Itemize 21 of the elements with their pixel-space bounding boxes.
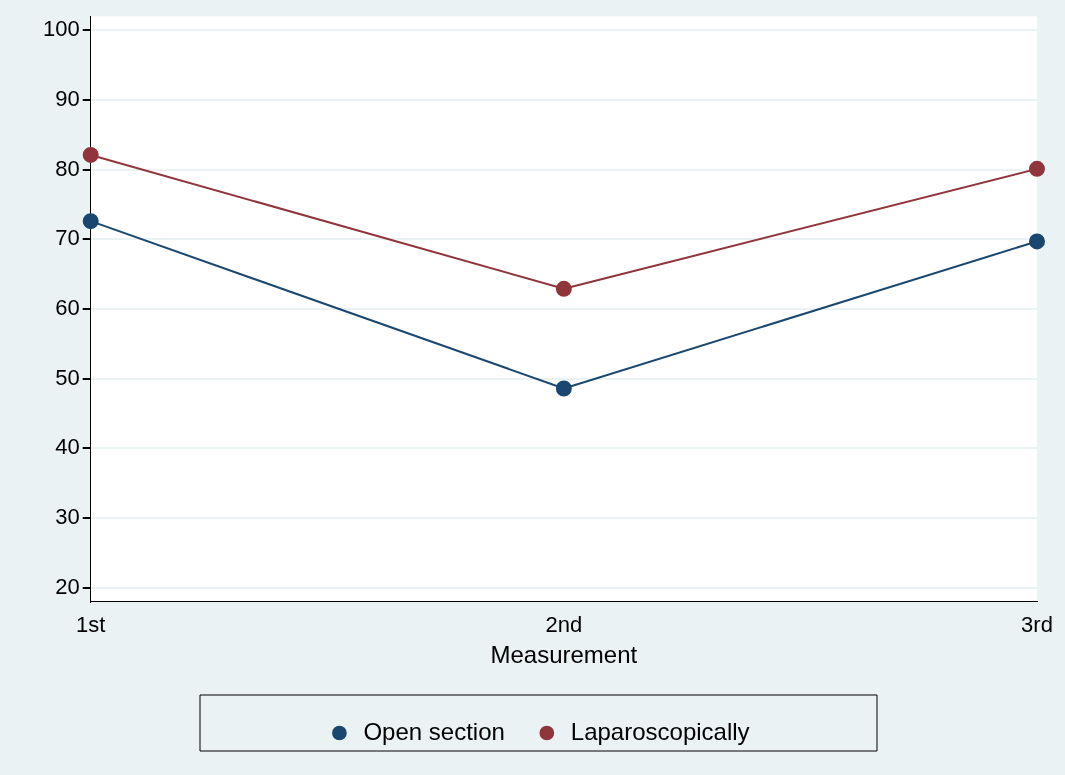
y-tick-label: 80 (55, 155, 80, 181)
y-tick-label: 90 (55, 85, 80, 111)
x-tick-label: 2nd (545, 612, 583, 638)
x-tick-label: 3rd (1021, 612, 1053, 638)
y-tick-label: 50 (55, 364, 80, 390)
y-tick-label: 70 (55, 225, 80, 251)
x-axis-title: Measurement (490, 641, 638, 669)
point (82, 146, 99, 163)
y-tick-label: 60 (55, 295, 80, 321)
y-tick-label: 20 (55, 573, 80, 599)
legend-label: Laparoscopically (570, 717, 750, 745)
point (1029, 160, 1045, 177)
y-tick-label: 40 (55, 434, 80, 460)
y-tick-label: 100 (42, 16, 80, 42)
point (82, 213, 99, 230)
point (555, 380, 572, 397)
point (1029, 233, 1045, 250)
legend-label: Open section (363, 717, 505, 745)
y-tick-label: 30 (55, 504, 80, 530)
x-tick-label: 1st (76, 612, 106, 638)
point (555, 280, 572, 297)
